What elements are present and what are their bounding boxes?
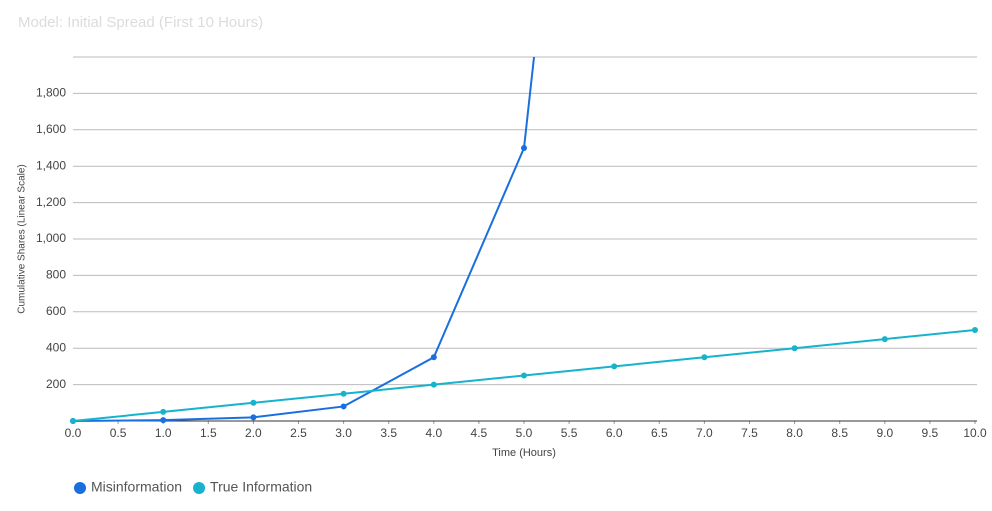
x-tick-label: 1.5 [200,426,217,440]
data-point [701,354,708,361]
y-tick-label: 600 [46,304,66,318]
data-point [340,403,347,410]
data-point [521,145,527,151]
data-point [430,381,437,388]
x-tick-label: 3.0 [335,426,352,440]
data-point [521,372,527,379]
y-tick-label: 1,400 [36,158,66,172]
y-tick-label: 1,000 [36,231,66,245]
data-point [160,408,167,415]
data-point [611,363,618,370]
y-tick-label: 1,200 [36,195,66,209]
x-tick-label: 6.5 [651,426,668,440]
y-tick-label: 800 [46,268,66,282]
x-tick-label: 6.0 [606,426,623,440]
plot-area [70,57,978,424]
legend-label: True Information [210,479,312,495]
x-tick-label: 7.5 [741,426,758,440]
x-tick-label: 8.5 [831,426,848,440]
x-axis-label: Time (Hours) [492,447,556,459]
chart-title: Model: Initial Spread (First 10 Hours) [18,14,263,31]
y-tick-label: 1,600 [36,122,66,136]
x-tick-label: 3.5 [380,426,397,440]
x-tick-label: 9.0 [876,426,893,440]
x-tick-label: 5.0 [516,426,533,440]
y-tick-label: 1,800 [36,86,66,100]
y-tick-label: 200 [46,377,66,391]
x-tick-label: 9.5 [922,426,939,440]
x-tick-label: 1.0 [155,426,172,440]
data-point [972,327,978,333]
x-tick-label: 0.5 [110,426,127,440]
data-point [250,414,257,421]
y-axis-label: Cumulative Shares (Linear Scale) [17,164,28,314]
x-tick-label: 4.5 [471,426,488,440]
x-tick-label: 0.0 [65,426,82,440]
x-tick-label: 7.0 [696,426,713,440]
x-tick-label: 10.0 [963,426,987,440]
legend-label: Misinformation [91,479,182,495]
data-point [881,336,888,343]
data-point [340,390,347,397]
data-point [160,417,167,424]
legend-marker [193,482,206,494]
x-tick-label: 4.0 [425,426,442,440]
data-point [791,345,798,352]
x-tick-label: 5.5 [561,426,578,440]
series-line [72,57,536,422]
data-point [250,399,257,406]
x-tick-label: 2.5 [290,426,307,440]
x-tick-label: 2.0 [245,426,262,440]
legend-marker [74,482,86,494]
data-point [70,418,76,424]
data-point [430,354,437,361]
y-tick-label: 400 [46,340,66,354]
x-tick-label: 8.0 [786,426,803,440]
